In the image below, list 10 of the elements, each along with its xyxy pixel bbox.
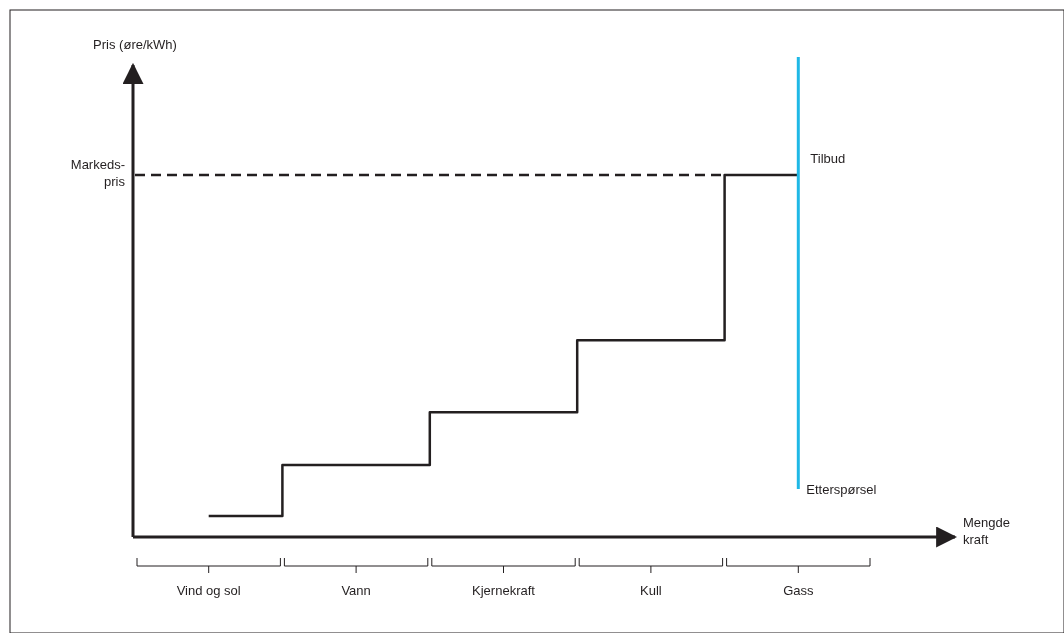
- x-tick-label: Vind og sol: [176, 583, 241, 598]
- y-axis-title: Pris (øre/kWh): [93, 37, 177, 52]
- x-axis-title: Mengde kraft: [963, 515, 1010, 547]
- x-tick-label: Kjernekraft: [472, 583, 536, 598]
- x-tick-label: Kull: [640, 583, 662, 598]
- x-tick-label: Vann: [341, 583, 371, 598]
- series-label: Tilbud: [810, 151, 846, 167]
- ref-line-label: Markeds-pris: [70, 157, 126, 190]
- series-label: Etterspørsel: [806, 481, 877, 497]
- x-tick-label: Gass: [783, 583, 814, 598]
